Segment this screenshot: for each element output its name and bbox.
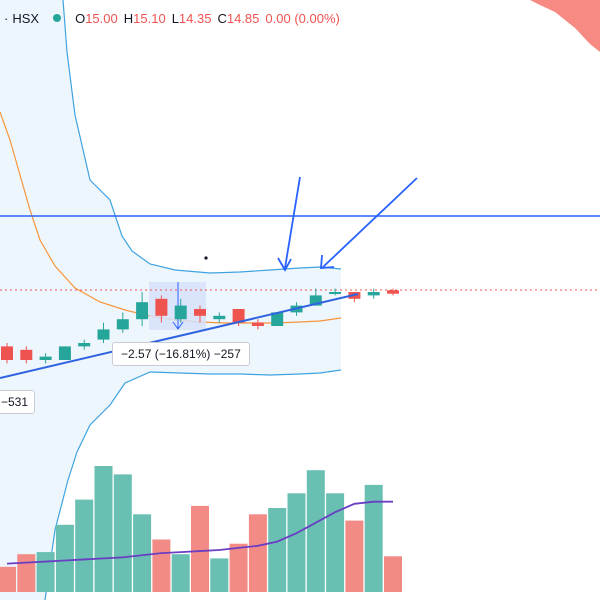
volume-bar: [326, 493, 345, 592]
arrow-head-icon: [320, 254, 335, 269]
close-value: 14.85: [226, 10, 260, 26]
volume-bar: [94, 466, 113, 592]
trend-line[interactable]: [0, 293, 359, 379]
annotation-arrow-2[interactable]: [322, 177, 418, 268]
volume-bar: [210, 558, 229, 592]
volume-bar: [113, 474, 132, 592]
candle-body[interactable]: [329, 292, 342, 294]
volume-ma-line: [6, 500, 393, 565]
candle-body[interactable]: [58, 346, 71, 360]
candle-body[interactable]: [367, 292, 380, 296]
candle-body[interactable]: [1, 346, 13, 360]
volume-bar: [229, 543, 248, 592]
volume-bar: [384, 556, 402, 592]
volume-bars: [0, 466, 402, 592]
change-value: 0.00 (0.00%): [265, 10, 340, 26]
volume-bar: [287, 493, 306, 592]
candle-body[interactable]: [78, 343, 91, 347]
marker-dot: [204, 256, 208, 260]
candle-body[interactable]: [155, 298, 168, 316]
measure-arrow-icon: [172, 321, 184, 330]
market-status-icon: [53, 14, 62, 22]
left-measure-label[interactable]: −531: [0, 390, 36, 414]
volume-bar: [248, 514, 267, 592]
bollinger-lower-line: [44, 369, 342, 600]
volume-bar: [17, 554, 36, 592]
low-value: 14.35: [178, 10, 212, 26]
bollinger-upper-line: [62, 0, 342, 274]
candle-body[interactable]: [232, 309, 245, 323]
measure-label[interactable]: −2.57 (−16.81%) −257: [112, 342, 250, 366]
close-key: C: [217, 10, 227, 26]
volume-bar: [364, 484, 383, 592]
high-value: 15.10: [133, 10, 166, 26]
candle-body[interactable]: [251, 322, 264, 326]
candle-body[interactable]: [309, 295, 322, 306]
volume-bar: [0, 566, 16, 592]
annotation-arrow-1[interactable]: [284, 176, 301, 269]
legend-separator: ·: [4, 10, 9, 26]
arrow-head-icon: [277, 257, 292, 272]
candle-body[interactable]: [387, 290, 399, 294]
volume-bar: [191, 505, 209, 592]
candle-body[interactable]: [20, 349, 33, 360]
candle-body[interactable]: [271, 312, 284, 326]
candle-body[interactable]: [213, 315, 226, 320]
candle-body[interactable]: [116, 319, 129, 330]
volume-bar: [133, 514, 152, 592]
volume-bar: [171, 554, 190, 592]
candle-body[interactable]: [39, 356, 52, 360]
volume-bar: [55, 524, 74, 592]
overlay-shape: [530, 0, 600, 52]
open-key: O: [75, 10, 86, 26]
candle-body[interactable]: [194, 309, 206, 316]
volume-bar: [36, 552, 55, 592]
volume-bar: [306, 470, 325, 592]
open-value: 15.00: [85, 10, 118, 26]
candle-body[interactable]: [174, 305, 187, 320]
volume-bar: [152, 539, 171, 592]
candle-body[interactable]: [136, 302, 149, 320]
low-key: L: [171, 10, 179, 26]
volume-bar: [75, 499, 94, 592]
volume-bar: [268, 508, 287, 592]
candle-body[interactable]: [97, 329, 110, 340]
symbol-legend: · HSX O 15.00 H 15.10 L 14.35 C 14.85 0.00 (…: [0, 6, 340, 30]
high-key: H: [123, 10, 134, 26]
exchange-label[interactable]: HSX: [12, 10, 40, 26]
volume-bar: [345, 520, 364, 592]
